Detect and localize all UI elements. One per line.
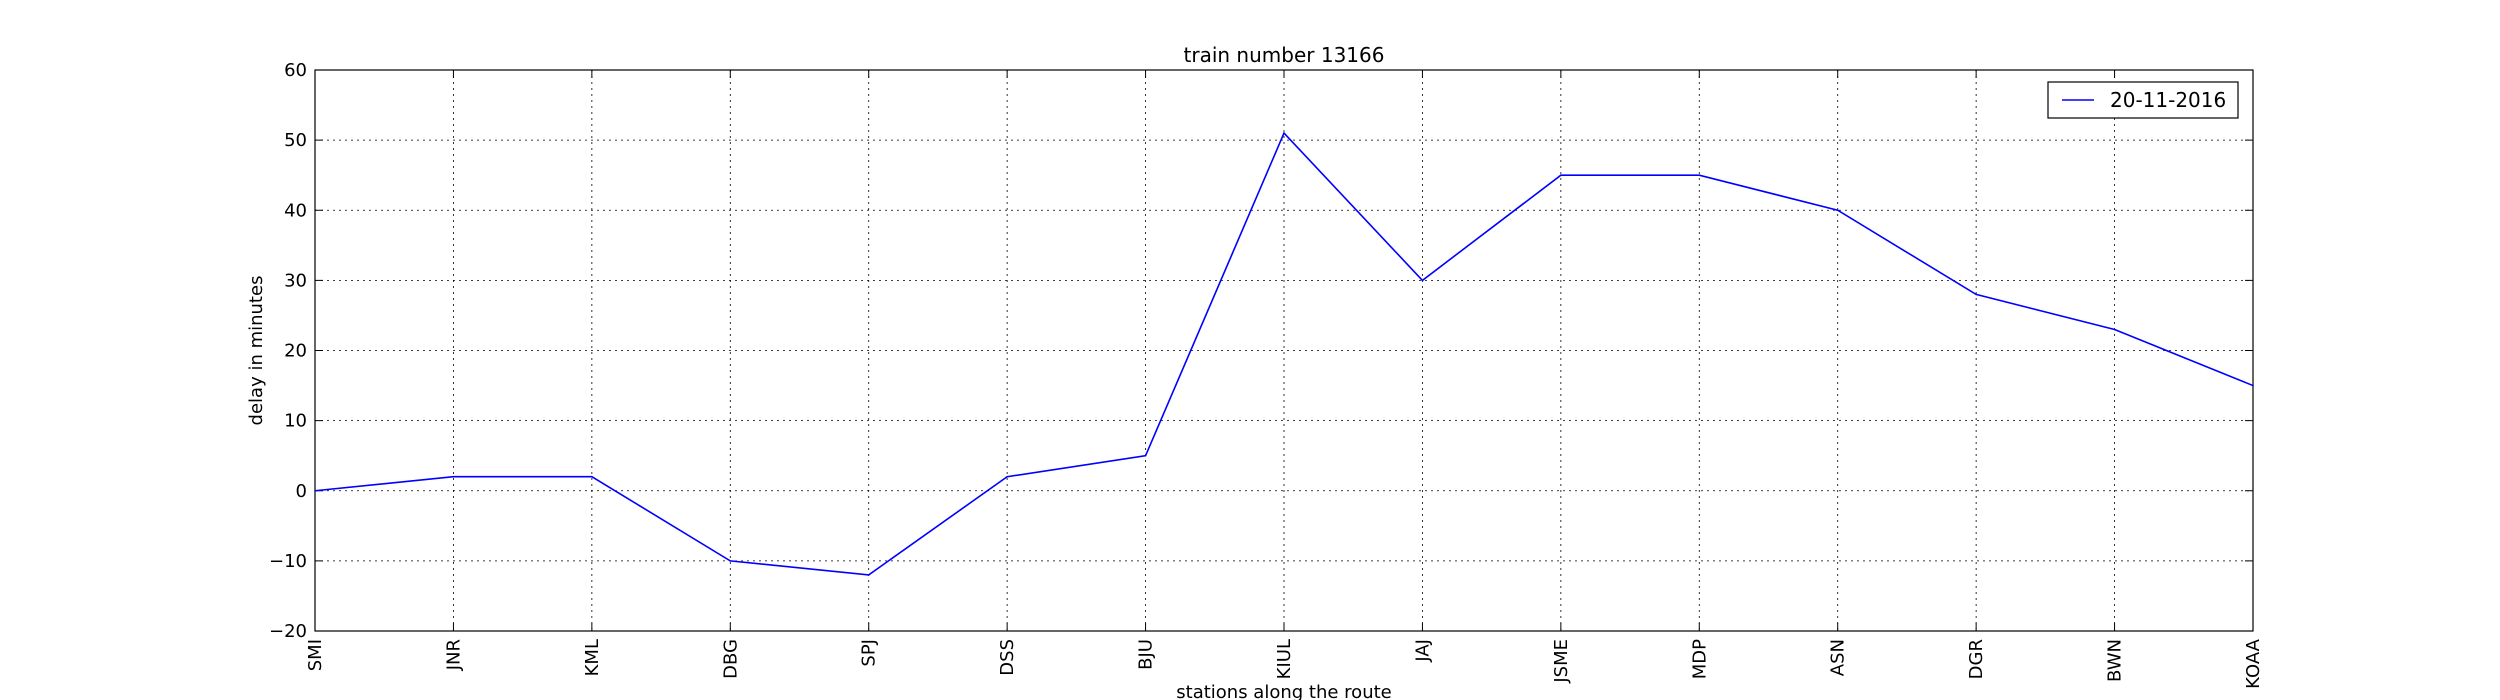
y-tick-label: 20 bbox=[284, 341, 307, 362]
x-ticks: SMI JNR KML DBG SPJ DSS BJU KIUL JAJ JSME MDP ASN DG… bbox=[305, 70, 2264, 689]
x-tick-label: JSME bbox=[1551, 639, 1572, 684]
legend-entry-label: 20-11-2016 bbox=[2110, 88, 2226, 112]
x-axis-label: stations along the route bbox=[1176, 682, 1391, 700]
x-tick-label: MDP bbox=[1689, 639, 1710, 679]
x-tick-label: SPJ bbox=[859, 639, 880, 667]
data-point bbox=[867, 574, 870, 576]
y-tick-label: 60 bbox=[284, 60, 307, 81]
data-point bbox=[1421, 279, 1424, 282]
data-point bbox=[1283, 132, 1285, 134]
data-point bbox=[1975, 293, 1977, 296]
x-tick-label: SMI bbox=[305, 639, 326, 671]
grid-layer bbox=[315, 70, 2253, 631]
data-point bbox=[1144, 454, 1147, 457]
chart-title: train number 13166 bbox=[1184, 43, 1385, 67]
y-tick-label: 40 bbox=[284, 200, 307, 221]
legend: 20-11-2016 bbox=[2047, 81, 2239, 119]
data-point bbox=[1006, 475, 1008, 478]
x-tick-label: DBG bbox=[720, 639, 741, 679]
y-tick-label: 0 bbox=[296, 481, 307, 502]
data-point bbox=[314, 489, 316, 492]
x-tick-label: KIUL bbox=[1274, 639, 1295, 679]
series-layer bbox=[314, 131, 2254, 576]
y-tick-label: −20 bbox=[269, 621, 307, 642]
y-tick-label: 10 bbox=[284, 411, 307, 432]
y-tick-label: 30 bbox=[284, 270, 307, 291]
y-ticks: −20 −10 0 10 20 30 40 50 60 bbox=[269, 60, 2253, 642]
x-tick-label: KOAA bbox=[2243, 638, 2264, 688]
data-point bbox=[729, 560, 732, 562]
x-tick-label: KML bbox=[582, 639, 603, 676]
y-tick-label: −10 bbox=[269, 551, 307, 572]
data-point bbox=[1698, 174, 1701, 176]
y-tick-label: 50 bbox=[284, 130, 307, 151]
x-tick-label: JNR bbox=[443, 639, 464, 671]
data-point bbox=[591, 475, 593, 478]
y-axis-label: delay in minutes bbox=[246, 276, 267, 426]
data-point bbox=[452, 475, 455, 478]
x-tick-label: BWN bbox=[2105, 639, 2126, 682]
data-point bbox=[2252, 384, 2254, 387]
x-tick-label: JAJ bbox=[1412, 639, 1433, 663]
data-point bbox=[2113, 328, 2116, 331]
data-point bbox=[1836, 209, 1839, 212]
x-tick-label: DGR bbox=[1966, 639, 1987, 679]
x-tick-label: BJU bbox=[1136, 639, 1157, 670]
x-tick-label: ASN bbox=[1828, 639, 1849, 676]
x-tick-label: DSS bbox=[997, 639, 1018, 676]
data-point bbox=[1560, 174, 1562, 176]
